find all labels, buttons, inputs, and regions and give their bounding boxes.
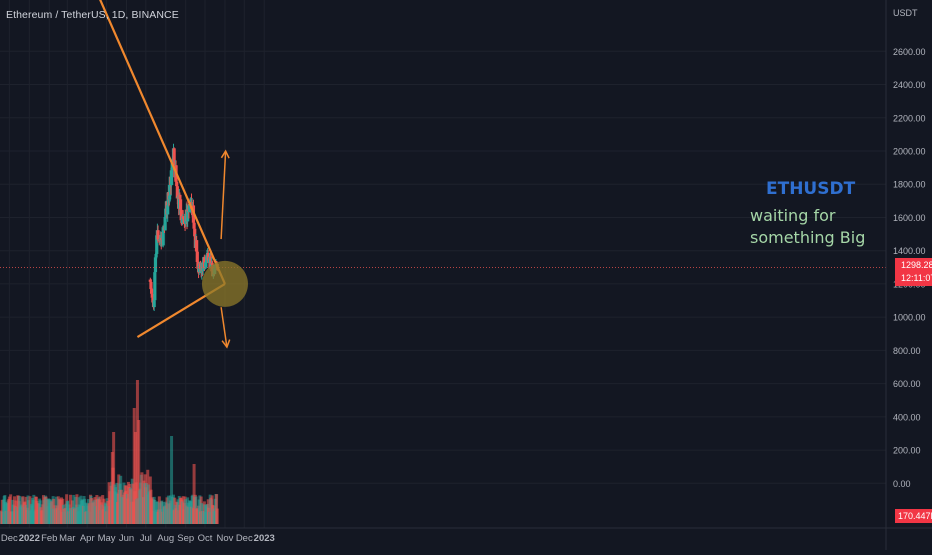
time-tick-label: Oct	[198, 533, 213, 544]
candle-body	[150, 289, 154, 294]
time-tick-label: Feb	[41, 533, 57, 544]
candle-body	[169, 170, 174, 186]
price-tick-label: 2000.00	[893, 147, 926, 157]
arrow-up	[220, 150, 227, 240]
candle-body	[148, 279, 152, 282]
price-tick-label: 600.00	[893, 379, 921, 389]
candle-body	[155, 235, 159, 254]
candle-body	[204, 262, 208, 268]
candle-body	[152, 300, 156, 308]
candle-body	[181, 216, 185, 219]
volume-bar	[9, 494, 13, 524]
candle-body	[182, 218, 186, 220]
price-tick-label: 1800.00	[893, 180, 926, 190]
price-tick-label: 2200.00	[893, 113, 926, 123]
candle-body	[153, 272, 157, 301]
candle-body	[153, 257, 158, 273]
candle-body	[179, 209, 183, 221]
candle-body	[206, 252, 210, 261]
time-tick-label: Sep	[177, 533, 194, 544]
candle-body	[193, 228, 197, 237]
price-tick-label: 1000.00	[893, 313, 926, 323]
candle-body	[163, 217, 167, 231]
candle-body	[156, 230, 160, 240]
candle-body	[168, 176, 172, 196]
candle-body	[175, 186, 179, 199]
candle-body	[210, 263, 214, 265]
candle-body	[192, 222, 196, 229]
candle-body	[203, 267, 207, 269]
candle-body	[175, 181, 179, 187]
candle-body	[178, 194, 182, 200]
volume-bar	[32, 494, 36, 524]
candle-body	[186, 210, 190, 222]
apex-circle	[201, 260, 248, 307]
annotation-text: waiting for something Big	[750, 206, 866, 247]
candle-body	[187, 205, 192, 213]
time-tick-label: Jun	[119, 533, 134, 544]
arrow-down	[220, 307, 228, 348]
time-tick-label: Jul	[140, 533, 152, 544]
time-tick-label: May	[98, 533, 116, 544]
arrow-head-up	[220, 149, 230, 159]
price-tick-label: 400.00	[893, 412, 921, 422]
candle-body	[154, 253, 158, 258]
annotation-title: ETHUSDT	[766, 179, 856, 199]
price-tick-label: 1600.00	[893, 213, 926, 223]
volume-bar	[192, 464, 196, 524]
volume-bar	[215, 508, 219, 524]
candle-body	[178, 199, 183, 210]
time-tick-label: Aug	[157, 533, 174, 544]
candle-body	[209, 256, 213, 267]
candle-body	[149, 281, 153, 290]
symbol-title: Ethereum / TetherUS, 1D, BINANCE	[6, 9, 179, 21]
time-tick-label: 2022	[19, 533, 40, 544]
candle-body	[195, 240, 199, 252]
time-tick-label: Dec	[1, 533, 18, 544]
price-tick-label: 1400.00	[893, 246, 926, 256]
candle-body	[204, 262, 208, 264]
candle-body	[168, 195, 172, 200]
candle-body	[151, 297, 155, 303]
last-price-value: 1298.28	[901, 260, 932, 270]
candle-body	[157, 240, 161, 242]
time-tick-label: Apr	[80, 533, 95, 544]
candle-body	[195, 251, 199, 263]
candle-body	[180, 216, 185, 223]
time-tick-label: Mar	[59, 533, 75, 544]
currency-label: USDT	[893, 8, 918, 18]
time-tick-label: Nov	[217, 533, 234, 544]
price-tick-label: 800.00	[893, 346, 921, 356]
last-volume-value: 170.447K	[898, 511, 932, 521]
price-tick-label: 2400.00	[893, 80, 926, 90]
price-tick-label: 200.00	[893, 446, 921, 456]
candle-body	[150, 293, 154, 298]
time-tick-label: 2023	[254, 533, 275, 544]
volume-bar	[134, 432, 138, 524]
candle-body	[166, 205, 170, 215]
price-tick-label: 0.00	[893, 479, 911, 489]
time-tick-label: Dec	[236, 533, 253, 544]
candle-countdown: 12:11:07	[901, 273, 932, 283]
last-volume-tag: 170.447K	[895, 509, 932, 523]
volume-bar	[170, 436, 174, 524]
volume-bar	[112, 432, 116, 524]
candle-body	[172, 148, 176, 162]
volume-bar	[137, 420, 141, 524]
candle-body	[161, 227, 165, 246]
arrow-head-down	[221, 339, 231, 349]
trendline-resistance	[99, 0, 226, 285]
last-price-tag: 1298.28 12:11:07	[895, 258, 932, 286]
candle-body	[196, 262, 200, 269]
price-tick-label: 2600.00	[893, 47, 926, 57]
candle-body	[197, 265, 201, 273]
